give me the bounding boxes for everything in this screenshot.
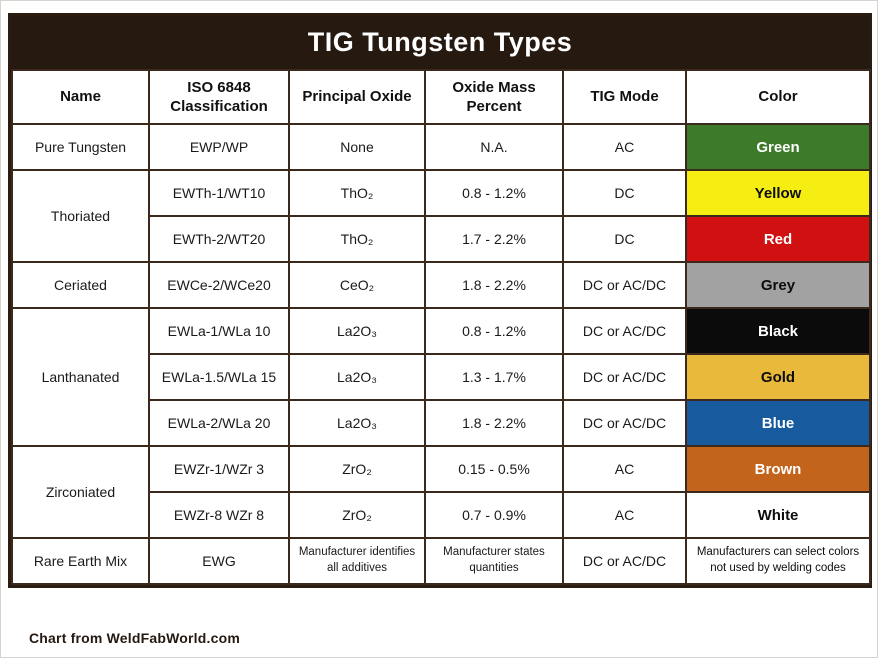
oxide-cell: ZrO₂ [288, 445, 426, 493]
classification-cell: EWCe-2/WCe20 [148, 261, 290, 309]
color-swatch-blue: Blue [685, 399, 871, 447]
classification-cell: EWZr-8 WZr 8 [148, 491, 290, 539]
name-cell: Ceriated [11, 261, 150, 309]
oxide-cell: La2O₃ [288, 307, 426, 355]
classification-cell: EWLa-2/WLa 20 [148, 399, 290, 447]
classification-cell: EWZr-1/WZr 3 [148, 445, 290, 493]
color-swatch-red: Red [685, 215, 871, 263]
percent-cell: 0.7 - 0.9% [424, 491, 564, 539]
classification-cell: EWG [148, 537, 290, 585]
color-swatch-black: Black [685, 307, 871, 355]
table-row: Pure Tungsten EWP/WP None N.A. AC Green [11, 123, 871, 171]
oxide-cell: ThO₂ [288, 169, 426, 217]
table-row: EWTh-2/WT20 ThO₂ 1.7 - 2.2% DC Red [12, 215, 871, 263]
classification-cell: EWLa-1.5/WLa 15 [148, 353, 290, 401]
mode-cell: AC [562, 491, 687, 539]
column-header-tig-mode: TIG Mode [562, 69, 687, 125]
name-cell: Zirconiated [11, 445, 150, 539]
column-header-principal-oxide: Principal Oxide [288, 69, 426, 125]
color-swatch-yellow: Yellow [685, 169, 871, 217]
table-container: TIG Tungsten Types Name ISO 6848 Classif… [8, 13, 872, 588]
percent-cell: Manufacturer states quantities [424, 537, 564, 585]
mode-cell: DC or AC/DC [562, 399, 687, 447]
page-title: TIG Tungsten Types [307, 27, 573, 57]
table-row: Zirconiated EWZr-1/WZr 3 ZrO₂ 0.15 - 0.5… [11, 445, 871, 539]
chart-title-bar: TIG Tungsten Types [11, 16, 869, 69]
table-row: EWZr-8 WZr 8 ZrO₂ 0.7 - 0.9% AC White [12, 491, 871, 539]
name-cell: Lanthanated [11, 307, 150, 447]
chart-source-credit: Chart from WeldFabWorld.com [29, 630, 241, 646]
percent-cell: 1.3 - 1.7% [424, 353, 564, 401]
name-cell: Thoriated [11, 169, 150, 263]
classification-cell: EWLa-1/WLa 10 [148, 307, 290, 355]
mode-cell: DC or AC/DC [562, 261, 687, 309]
name-cell: Pure Tungsten [11, 123, 150, 171]
percent-cell: N.A. [424, 123, 564, 171]
oxide-cell: ThO₂ [288, 215, 426, 263]
column-header-name: Name [11, 69, 150, 125]
column-header-color: Color [685, 69, 871, 125]
percent-cell: 1.7 - 2.2% [424, 215, 564, 263]
oxide-cell: La2O₃ [288, 353, 426, 401]
oxide-cell: CeO₂ [288, 261, 426, 309]
oxide-cell: None [288, 123, 426, 171]
table-row: EWLa-2/WLa 20 La2O₃ 1.8 - 2.2% DC or AC/… [12, 399, 871, 447]
oxide-cell: ZrO₂ [288, 491, 426, 539]
classification-cell: EWTh-2/WT20 [148, 215, 290, 263]
mode-cell: DC or AC/DC [562, 307, 687, 355]
mode-cell: DC [562, 169, 687, 217]
mode-cell: AC [562, 123, 687, 171]
column-header-oxide-mass-percent: Oxide Mass Percent [424, 69, 564, 125]
table-row: EWLa-1.5/WLa 15 La2O₃ 1.3 - 1.7% DC or A… [12, 353, 871, 401]
classification-cell: EWTh-1/WT10 [148, 169, 290, 217]
percent-cell: 0.8 - 1.2% [424, 307, 564, 355]
percent-cell: 0.15 - 0.5% [424, 445, 564, 493]
color-note-cell: Manufacturers can select colors not used… [685, 537, 871, 585]
color-swatch-brown: Brown [685, 445, 871, 493]
table-row: Ceriated EWCe-2/WCe20 CeO₂ 1.8 - 2.2% DC… [11, 261, 871, 309]
table-row: Rare Earth Mix EWG Manufacturer identifi… [11, 537, 871, 585]
mode-cell: DC or AC/DC [562, 537, 687, 585]
percent-cell: 1.8 - 2.2% [424, 261, 564, 309]
mode-cell: DC or AC/DC [562, 353, 687, 401]
color-swatch-gold: Gold [685, 353, 871, 401]
oxide-cell: La2O₃ [288, 399, 426, 447]
color-swatch-white: White [685, 491, 871, 539]
oxide-cell: Manufacturer identifies all additives [288, 537, 426, 585]
classification-cell: EWP/WP [148, 123, 290, 171]
percent-cell: 0.8 - 1.2% [424, 169, 564, 217]
column-header-classification: ISO 6848 Classification [148, 69, 290, 125]
tungsten-table: Name ISO 6848 Classification Principal O… [11, 69, 871, 585]
color-swatch-grey: Grey [685, 261, 871, 309]
name-cell: Rare Earth Mix [11, 537, 150, 585]
mode-cell: AC [562, 445, 687, 493]
percent-cell: 1.8 - 2.2% [424, 399, 564, 447]
color-swatch-green: Green [685, 123, 871, 171]
table-row: Thoriated EWTh-1/WT10 ThO₂ 0.8 - 1.2% DC… [11, 169, 871, 263]
header-row: Name ISO 6848 Classification Principal O… [11, 69, 871, 125]
mode-cell: DC [562, 215, 687, 263]
table-row: Lanthanated EWLa-1/WLa 10 La2O₃ 0.8 - 1.… [11, 307, 871, 447]
